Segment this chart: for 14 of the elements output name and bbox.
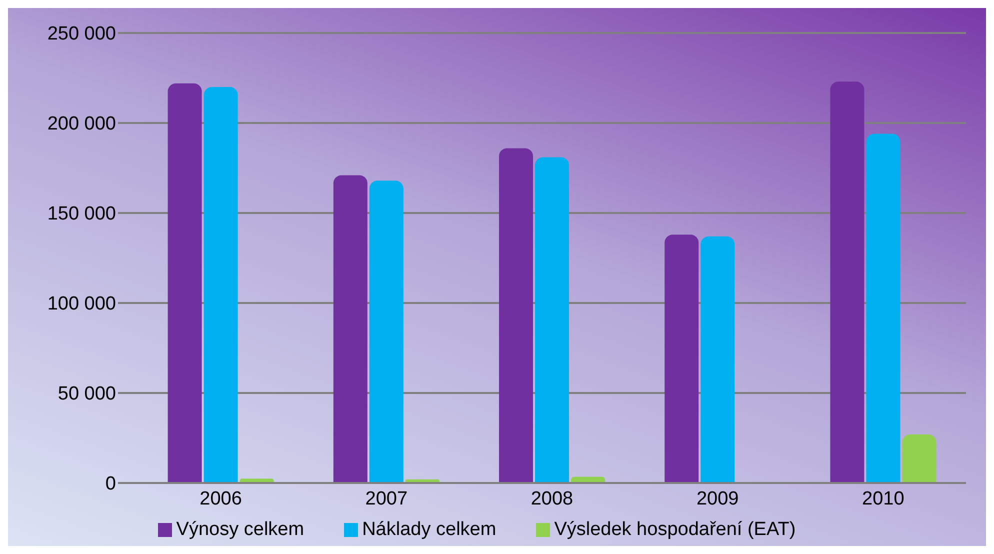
x-tick-label: 2009	[696, 488, 739, 510]
y-tick-label: 100 000	[47, 294, 116, 315]
x-tick-label: 2006	[200, 488, 242, 510]
y-tick-label: 250 000	[47, 24, 116, 45]
legend-label: Výnosy celkem	[176, 519, 304, 540]
x-tick-label: 2007	[365, 488, 408, 510]
y-tick-label: 150 000	[47, 204, 116, 225]
y-tick-label: 0	[105, 474, 116, 495]
x-tick-label: 2008	[530, 488, 574, 510]
x-tick-label: 2010	[862, 488, 904, 510]
y-tick-label: 50 000	[58, 384, 116, 405]
y-tick-label: 200 000	[47, 114, 116, 135]
legend-label: Náklady celkem	[362, 519, 496, 540]
legend-label: Výsledek hospodaření (EAT)	[554, 519, 796, 540]
